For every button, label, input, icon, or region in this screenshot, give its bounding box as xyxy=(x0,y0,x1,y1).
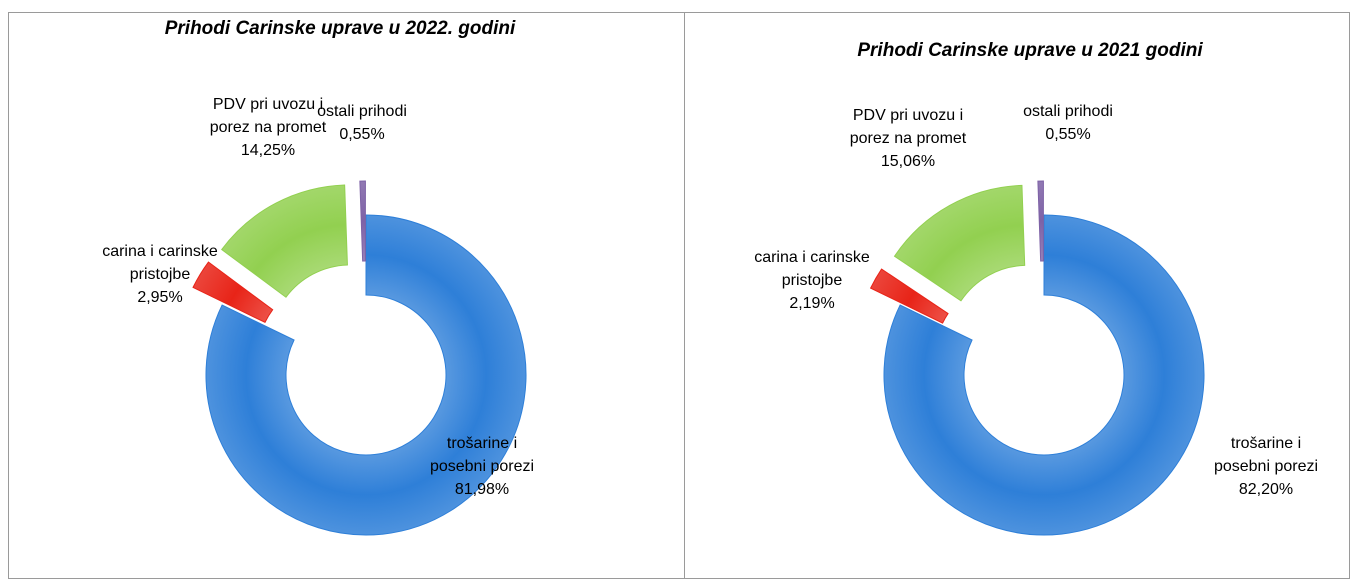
slice-label: PDV pri uvozu i porez na promet 14,25% xyxy=(209,93,327,162)
slice-name: PDV pri uvozu i porez na promet xyxy=(849,107,967,147)
slice-name: trošarine i posebni porezi xyxy=(429,435,535,475)
slice-value: 2,95% xyxy=(137,289,183,306)
slice-name: ostali prihodi xyxy=(1023,103,1113,120)
donut-slice xyxy=(883,214,1205,536)
slice-value: 15,06% xyxy=(880,153,936,170)
slice-label: ostali prihodi 0,55% xyxy=(303,100,421,146)
slice-value: 14,25% xyxy=(240,142,296,159)
slice-name: ostali prihodi xyxy=(317,103,407,120)
chart-title: Prihodi Carinske uprave u 2021 godini xyxy=(857,40,1203,61)
slice-label: trošarine i posebni porezi 81,98% xyxy=(423,432,541,501)
slice-name: trošarine i posebni porezi xyxy=(1213,435,1319,475)
donut-slice xyxy=(1037,180,1044,262)
donut-slice xyxy=(359,180,366,262)
slice-label: PDV pri uvozu i porez na promet 15,06% xyxy=(849,104,967,173)
donut-slice xyxy=(192,261,274,324)
frame xyxy=(8,12,1350,579)
slice-value: 81,98% xyxy=(454,481,510,498)
slice-label: carina i carinske pristojbe 2,95% xyxy=(101,240,219,309)
slice-name: carina i carinske pristojbe xyxy=(754,249,870,289)
slice-label: trošarine i posebni porezi 82,20% xyxy=(1207,432,1325,501)
slice-label: carina i carinske pristojbe 2,19% xyxy=(753,246,871,315)
donut-slice xyxy=(205,214,527,536)
slice-value: 0,55% xyxy=(339,126,385,143)
slice-label: ostali prihodi 0,55% xyxy=(1009,100,1127,146)
slice-name: carina i carinske pristojbe xyxy=(102,243,218,283)
donut-slice xyxy=(221,184,348,298)
slice-name: PDV pri uvozu i porez na promet xyxy=(209,96,327,136)
chart-title: Prihodi Carinske uprave u 2022. godini xyxy=(164,18,516,39)
slice-value: 82,20% xyxy=(1238,481,1294,498)
slice-value: 0,55% xyxy=(1045,126,1091,143)
donut-slice xyxy=(869,268,949,324)
slice-value: 2,19% xyxy=(789,295,835,312)
donut-slice xyxy=(893,184,1026,302)
